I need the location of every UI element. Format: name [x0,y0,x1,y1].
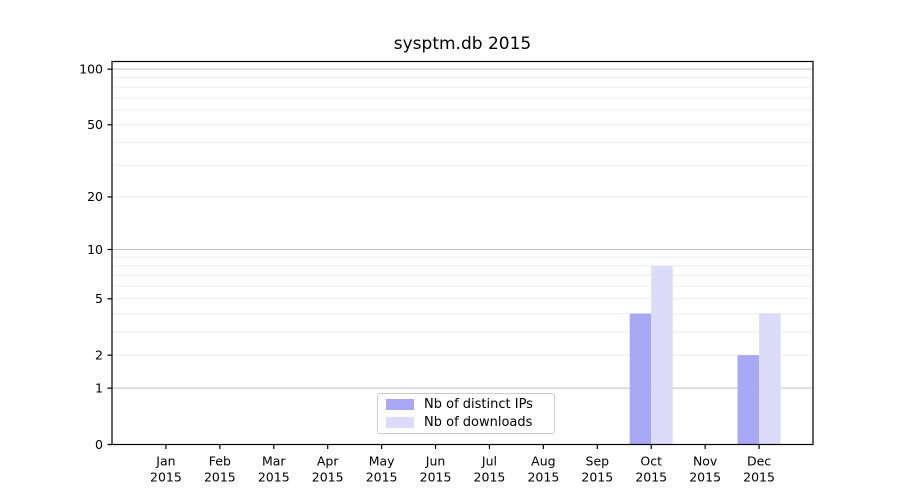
legend-label: Nb of downloads [424,414,533,430]
legend-label: Nb of distinct IPs [424,397,533,413]
y-tick-label: 5 [95,291,103,306]
x-tick-label-month: Feb [209,454,231,469]
bar-dec-1 [759,313,781,445]
x-tick-label-month: Jul [481,454,497,469]
x-tick-label-month: Nov [693,454,718,469]
y-tick-label: 0 [95,437,103,452]
x-tick-label-month: Apr [317,454,339,469]
x-tick-label-year: 2015 [366,470,398,485]
x-tick-label-year: 2015 [581,470,613,485]
x-tick-label-year: 2015 [150,470,182,485]
legend-swatch [386,416,414,428]
x-tick-label-month: Sep [586,454,610,469]
x-tick-label-year: 2015 [312,470,344,485]
x-tick-label-year: 2015 [204,470,236,485]
x-tick-label-month: Oct [640,454,662,469]
legend-item: Nb of distinct IPs [378,396,554,414]
y-tick-label: 50 [87,117,103,132]
axes-spines [111,60,814,446]
y-tick-label: 1 [95,380,103,395]
x-tick-label-year: 2015 [420,470,452,485]
x-tick-label-month: Jun [425,454,446,469]
legend: Nb of distinct IPs Nb of downloads [377,393,555,434]
legend-item: Nb of downloads [378,414,554,432]
bar-dec-0 [737,355,760,445]
bar-oct-0 [629,313,652,445]
x-tick-label-month: Mar [262,454,286,469]
legend-swatch [386,399,414,411]
y-tick-label: 10 [87,242,103,257]
y-tick-label: 100 [79,61,103,76]
x-tick-label-year: 2015 [474,470,506,485]
bar-oct-1 [651,265,673,445]
x-tick-label-year: 2015 [689,470,721,485]
x-tick-label-year: 2015 [635,470,667,485]
x-tick-label-month: Jan [155,454,175,469]
x-tick-label-year: 2015 [258,470,290,485]
y-tick-label: 20 [87,189,103,204]
chart-title: sysptm.db 2015 [393,34,532,54]
x-tick-label-year: 2015 [743,470,775,485]
x-tick-label-month: Aug [531,454,555,469]
x-tick-label-year: 2015 [527,470,559,485]
x-tick-label-month: Dec [747,454,771,469]
y-tick-label: 2 [95,347,103,362]
x-tick-label-month: May [369,454,395,469]
